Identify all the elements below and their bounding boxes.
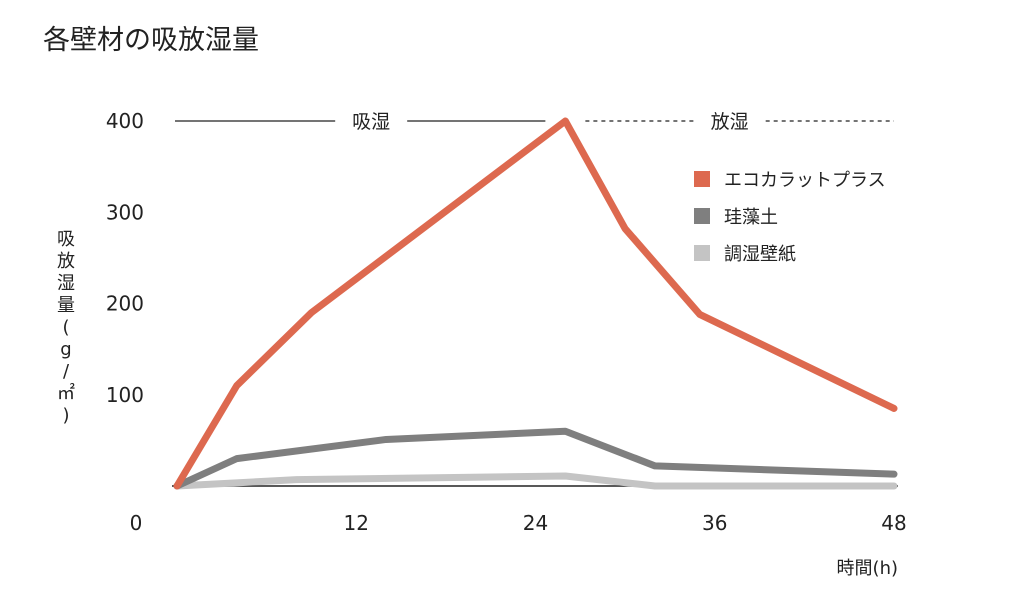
y-axis-label-char: 吸 [57, 229, 75, 250]
x-tick-label: 12 [344, 511, 369, 535]
phase-label: 放湿 [711, 111, 749, 133]
y-axis-label-char: ) [62, 405, 69, 426]
phase-labels: 吸湿 放湿 [175, 111, 894, 133]
axes: 0 12 24 36 48 100 200 300 400 [106, 109, 907, 535]
y-axis-label-char: 湿 [57, 273, 75, 294]
x-tick-label: 24 [523, 511, 548, 535]
x-tick-label: 36 [702, 511, 727, 535]
legend-label: エコカラットプラス [724, 170, 886, 191]
y-tick-label: 100 [106, 383, 144, 407]
y-axis-label-char: ㎡ [57, 382, 75, 404]
chart-title: 各壁材の吸放湿量 [43, 25, 259, 56]
y-tick-label: 300 [106, 200, 144, 224]
legend-swatch [694, 171, 710, 187]
x-tick-label: 0 [130, 511, 143, 535]
series-lines [173, 117, 898, 490]
legend-label: 調湿壁紙 [724, 244, 796, 265]
y-axis-label-char: ( [62, 317, 69, 338]
series-line [173, 117, 898, 490]
phase-label: 吸湿 [352, 111, 390, 133]
series-line [173, 427, 898, 490]
legend-label: 珪藻土 [724, 207, 778, 228]
y-axis-label-char: 放 [57, 251, 75, 272]
legend-swatch [694, 245, 710, 261]
x-axis-label: 時間(h) [837, 558, 898, 579]
y-axis-label-char: g [60, 339, 71, 360]
legend-swatch [694, 208, 710, 224]
series-line [173, 472, 898, 490]
axis-labels: 吸放湿量(g/㎡) 時間(h) [57, 229, 898, 579]
x-tick-label: 48 [881, 511, 906, 535]
y-axis-label-char: / [63, 361, 70, 382]
y-tick-label: 200 [106, 292, 144, 316]
y-tick-label: 400 [106, 109, 144, 133]
y-axis-label-char: 量 [57, 295, 75, 316]
